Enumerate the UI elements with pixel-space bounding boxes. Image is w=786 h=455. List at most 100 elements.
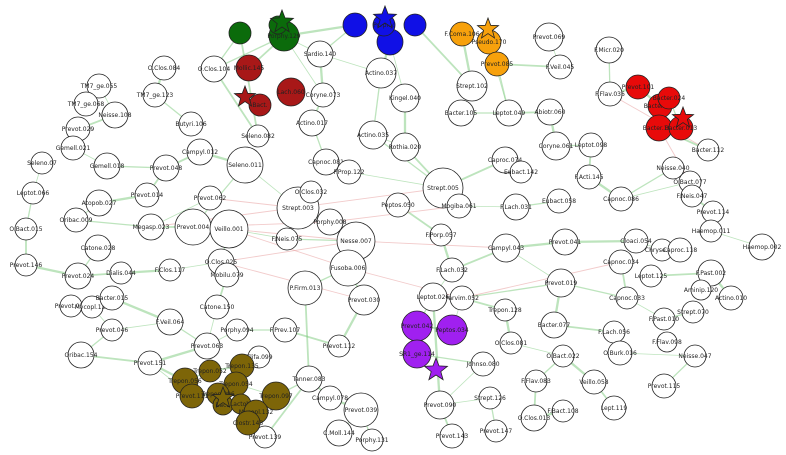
- node-circle: [495, 99, 523, 127]
- node-label: Prevot.048: [150, 165, 183, 172]
- node-w82: Leptot.098: [575, 132, 607, 158]
- node-circle: [298, 109, 326, 137]
- node-label: Sardio.140: [304, 51, 336, 58]
- edge-w59-w96: [355, 240, 507, 249]
- node-circle: [425, 390, 455, 420]
- node-label: Prevot.046: [96, 327, 129, 334]
- node-circle: [306, 40, 334, 68]
- node-label: F.Flav.083: [521, 378, 551, 385]
- node-circle: [358, 120, 388, 150]
- node-s_darkred: [233, 84, 257, 107]
- node-label: Mycopl.132: [239, 409, 274, 416]
- node-label: O.Clos.084: [148, 65, 181, 72]
- node-circle: [84, 234, 112, 262]
- node-label: F.Clos.117: [155, 267, 186, 274]
- node-w92: F.Neis.047: [677, 184, 708, 208]
- node-w114: O.Clos.081: [495, 331, 527, 355]
- node-label: Prevot.115: [648, 383, 681, 390]
- node-w94: Haemop.011: [692, 219, 731, 243]
- node-circle: [156, 308, 184, 336]
- node-label: C.Moll.144: [323, 430, 355, 437]
- node-circle: [534, 22, 564, 52]
- node-label: Oribac.154: [65, 352, 98, 359]
- node-s_red: [671, 105, 695, 128]
- node-label: Caproc.074: [488, 157, 523, 164]
- node-circle: [502, 193, 530, 221]
- node-circle: [86, 73, 112, 99]
- node-w40: F.Prev.107: [270, 317, 300, 343]
- node-w24: Catone.028: [81, 234, 116, 262]
- node-label: Catone.150: [200, 304, 235, 311]
- node-w68: Prevot.039: [343, 392, 379, 428]
- node-circle: [93, 152, 121, 180]
- node-circle: [225, 318, 249, 342]
- node-w48: Actino.035: [357, 120, 389, 150]
- node-w27: Dialis.044: [106, 261, 136, 285]
- node-n_b4: [403, 13, 427, 37]
- node-circle: [325, 419, 353, 447]
- node-w15: Seleno.011: [226, 146, 264, 184]
- node-circle: [151, 55, 177, 81]
- node-label: F.Flav.098: [652, 339, 682, 346]
- node-circle: [186, 138, 214, 166]
- node-w47: Actino.017: [296, 109, 328, 137]
- node-w108: Capnoc.033: [609, 286, 645, 310]
- node-circle: [540, 311, 568, 339]
- node-label: Haemop.002: [743, 244, 782, 251]
- node-w90: Neisse.040: [656, 156, 690, 180]
- node-label: Neisse.040: [656, 165, 689, 172]
- node-label: TM7_ge.123: [136, 92, 174, 99]
- node-circle: [193, 332, 221, 360]
- node-label: Actino.010: [715, 295, 747, 302]
- node-label: Prevot.029: [62, 126, 95, 133]
- node-label: Seleno.07: [27, 160, 57, 167]
- node-w7: Butyri.106: [175, 111, 207, 137]
- node-label: Leptot.026: [417, 294, 450, 301]
- node-circle: [200, 55, 228, 83]
- node-circle: [63, 207, 89, 233]
- node-circle: [696, 138, 720, 162]
- node-label: Prevot.019: [545, 280, 578, 287]
- node-w33: Bacter.015: [96, 285, 128, 311]
- edge-w117-w120: [619, 352, 696, 357]
- node-label: Capnoc.081: [308, 159, 344, 166]
- node-circle: [509, 160, 533, 184]
- node-circle: [748, 233, 776, 261]
- node-circle: [73, 91, 99, 117]
- node-label: Filifa.099: [245, 354, 272, 361]
- node-circle: [470, 351, 496, 377]
- node-w6: Neisse.108: [98, 101, 132, 129]
- node-label: Prevot.139: [249, 434, 282, 441]
- node-circle: [625, 74, 651, 100]
- node-w113: Bacter.077: [538, 311, 570, 339]
- node-label: Rothia.020: [389, 144, 422, 151]
- node-circle: [520, 404, 548, 432]
- node-label: Prevot.147: [480, 428, 513, 435]
- node-label: Kingel.040: [389, 95, 421, 102]
- node-w72: Strept.102: [456, 70, 488, 102]
- node-label: SR1_ge.114: [399, 351, 435, 358]
- node-circle: [214, 262, 240, 288]
- node-w38: Prevot.063: [191, 332, 223, 360]
- node-w35: F.Veil.064: [156, 308, 184, 336]
- node-label: Haemop.011: [692, 228, 731, 235]
- node-circle: [310, 82, 336, 108]
- node-circle: [608, 249, 634, 275]
- node-circle: [64, 262, 92, 290]
- node-w66: Tanner.083: [292, 365, 326, 393]
- node-label: Strept.003: [282, 205, 314, 212]
- node-w116: O.Bact.022: [546, 344, 580, 368]
- node-label: Trepon.128: [487, 307, 522, 314]
- node-circle: [699, 219, 723, 243]
- node-circle: [248, 93, 272, 117]
- node-circle: [536, 98, 564, 126]
- node-label: Trepon.054: [218, 381, 253, 388]
- node-circle: [80, 295, 104, 319]
- node-w122: Veillo.058: [579, 369, 609, 395]
- node-n_p1: Prevot.042: [401, 310, 433, 342]
- node-w69: C.Moll.144: [323, 419, 355, 447]
- node-circle: [235, 54, 263, 82]
- node-label: F.Neis.047: [677, 193, 708, 200]
- node-label: O.Bact.022: [546, 353, 579, 360]
- node-n_dr2: Bact.: [248, 93, 272, 117]
